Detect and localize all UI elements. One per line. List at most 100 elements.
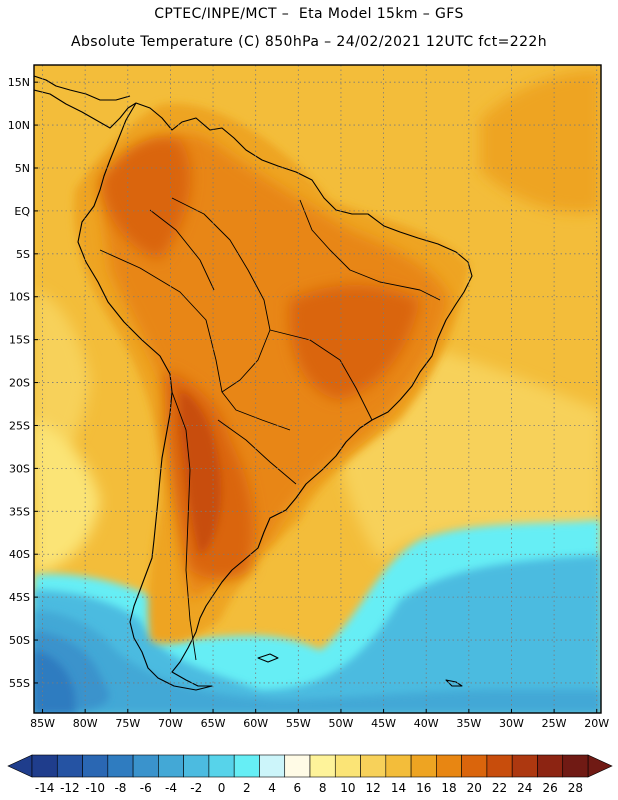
caribbean-coast (34, 75, 131, 101)
cold-field-5 (34, 650, 75, 713)
longitude-tick-label: 25W (542, 717, 567, 730)
latitude-tick-label: 30S (9, 462, 30, 475)
latitude-tick-label: 15N (8, 76, 30, 89)
latitude-tick-label: 45S (9, 591, 30, 604)
longitude-tick-label: 20W (584, 717, 609, 730)
land-field-hot-brazil (289, 285, 420, 400)
colorbar-label: 2 (243, 781, 251, 795)
latitude-tick-label: 5N (15, 162, 30, 175)
colorbar-swatch (183, 754, 210, 778)
colorbar-swatch (334, 754, 361, 778)
colorbar-swatch (208, 754, 235, 778)
latitude-tick-label: 25S (9, 419, 30, 432)
longitude-tick-label: 70W (158, 717, 183, 730)
country-border-4 (217, 419, 297, 485)
colorbar-swatch (360, 754, 387, 778)
colorbar-label: -8 (114, 781, 126, 795)
colorbar-label: 0 (218, 781, 226, 795)
land-field-hot-north (100, 137, 191, 260)
latitude-tick-label: 10N (8, 119, 30, 132)
ocean-warm-field-ne (480, 70, 601, 213)
latitude-tick-label: EQ (14, 205, 30, 218)
latitude-tick-label: 40S (9, 548, 30, 561)
colorbar-label: 8 (319, 781, 327, 795)
colorbar-label: -4 (165, 781, 177, 795)
colorbar-label: -12 (60, 781, 80, 795)
country-border-3 (269, 329, 373, 421)
colorbar-label: -6 (140, 781, 152, 795)
country-border-5 (171, 391, 197, 661)
central-america-coast (34, 89, 137, 129)
longitude-tick-label: 50W (329, 717, 354, 730)
country-border-2 (99, 249, 291, 431)
longitude-tick-label: 45W (371, 717, 396, 730)
colorbar-swatch (56, 754, 83, 778)
colorbar-swatch (511, 754, 538, 778)
colorbar-label: 18 (441, 781, 456, 795)
colorbar-label: 16 (416, 781, 431, 795)
chart-subtitle: Absolute Temperature (C) 850hPa – 24/02/… (70, 34, 547, 50)
latitude-tick-label: 10S (9, 291, 30, 304)
latitude-tick-label: 55S (9, 677, 30, 690)
colorbar-swatch (436, 754, 462, 778)
colorbar-swatch (259, 754, 286, 778)
ocean-cool-field (34, 420, 100, 575)
cold-field-3 (34, 610, 601, 713)
colorbar-swatch (486, 754, 513, 778)
longitude-tick-label: 40W (414, 717, 439, 730)
colorbar-label: -14 (35, 781, 55, 795)
colorbar-swatch (461, 754, 488, 778)
colorbar-label: 4 (268, 781, 276, 795)
colorbar-swatch (385, 754, 412, 778)
colorbar-label: 20 (467, 781, 482, 795)
colorbar-label: -10 (85, 781, 105, 795)
colorbar-swatch (562, 754, 589, 778)
longitude-tick-label: 75W (115, 717, 140, 730)
latitude-tick-label: 15S (9, 334, 30, 347)
latitude-tick-label: 50S (9, 634, 30, 647)
colorbar-swatch (537, 754, 564, 778)
latitude-tick-label: 35S (9, 505, 30, 518)
colorbar-label: 14 (391, 781, 406, 795)
colorbar-min-arrow (7, 754, 33, 778)
colorbar-label: -2 (190, 781, 202, 795)
land-field-hottest-andes (180, 390, 222, 555)
colorbar-label: 26 (542, 781, 557, 795)
longitude-tick-label: 55W (286, 717, 311, 730)
colorbar-swatch (233, 754, 260, 778)
colorbar-swatch (309, 754, 336, 778)
colorbar-label: 24 (517, 781, 532, 795)
colorbar-swatch (82, 754, 109, 778)
colorbar-label: 12 (366, 781, 381, 795)
colorbar-swatch (107, 754, 134, 778)
cold-field-2 (34, 555, 601, 713)
colorbar-label: 10 (340, 781, 355, 795)
colorbar-label: 28 (568, 781, 583, 795)
graticule (34, 65, 601, 713)
colorbar-swatch (410, 754, 437, 778)
coastlines (34, 75, 473, 691)
country-border-7 (149, 209, 215, 291)
colorbar-swatch (31, 754, 58, 778)
longitude-tick-label: 65W (201, 717, 226, 730)
map-frame (33, 64, 602, 714)
colorbar-label: 22 (492, 781, 507, 795)
colorbar-max-arrow (587, 754, 613, 778)
longitude-tick-label: 80W (73, 717, 98, 730)
longitude-labels: 85W 80W 75W 70W 65W 60W 55W 50W 45W 40W 35W 30W 25W 2… (30, 709, 609, 730)
temperature-field (34, 65, 601, 713)
latitude-tick-label: 20S (9, 377, 30, 390)
latitude-tick-label: 5S (16, 248, 30, 261)
colorbar-swatch (132, 754, 159, 778)
longitude-tick-label: 35W (456, 717, 481, 730)
colorbar: -14 -12 -10 -8 -6 -4 -2 0 2 4 6 8 10 12 14 16 18 20 22 24 26… (7, 754, 613, 795)
latitude-labels: 15N 10N 5N EQ 5S 10S 15S 20S 25S 30S 35S 40S 45S 50S 5… (8, 76, 38, 690)
colorbar-swatch (284, 754, 311, 778)
longitude-tick-label: 60W (243, 717, 268, 730)
colorbar-label: 6 (294, 781, 302, 795)
falkland-islands (257, 653, 279, 663)
chart-title: CPTEC/INPE/MCT – Eta Model 15km – GFS (154, 6, 464, 22)
country-border-6 (299, 199, 441, 301)
colorbar-swatch (158, 754, 184, 778)
